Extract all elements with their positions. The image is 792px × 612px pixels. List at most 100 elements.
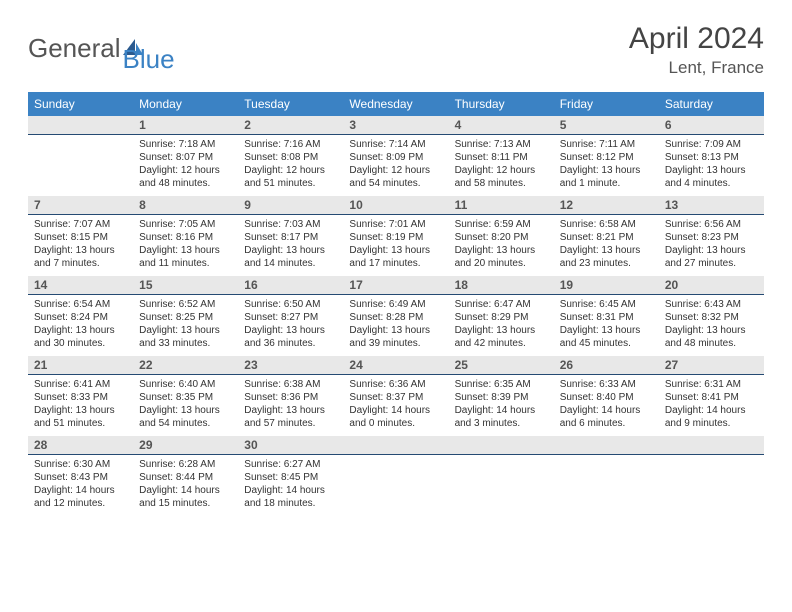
daylight-text: Daylight: 13 hours and 11 minutes.	[139, 244, 232, 270]
sunrise-text: Sunrise: 7:01 AM	[349, 218, 442, 231]
sunset-text: Sunset: 8:41 PM	[665, 391, 758, 404]
day-cell: Sunrise: 6:43 AMSunset: 8:32 PMDaylight:…	[659, 295, 764, 356]
date-number: 17	[343, 276, 448, 294]
location-label: Lent, France	[629, 58, 764, 78]
date-number	[554, 436, 659, 454]
day-cell: Sunrise: 6:49 AMSunset: 8:28 PMDaylight:…	[343, 295, 448, 356]
daylight-text: Daylight: 13 hours and 51 minutes.	[34, 404, 127, 430]
sunrise-text: Sunrise: 7:18 AM	[139, 138, 232, 151]
day-cell	[449, 455, 554, 516]
day-cell: Sunrise: 6:41 AMSunset: 8:33 PMDaylight:…	[28, 375, 133, 436]
sunrise-text: Sunrise: 6:36 AM	[349, 378, 442, 391]
week-row: Sunrise: 6:30 AMSunset: 8:43 PMDaylight:…	[28, 455, 764, 516]
sunrise-text: Sunrise: 6:56 AM	[665, 218, 758, 231]
sunset-text: Sunset: 8:32 PM	[665, 311, 758, 324]
date-number: 2	[238, 116, 343, 134]
brand-logo: General Blue	[28, 22, 175, 75]
day-header: Sunday	[28, 92, 133, 116]
date-number	[28, 116, 133, 134]
date-number-row: 282930	[28, 436, 764, 455]
sunrise-text: Sunrise: 6:41 AM	[34, 378, 127, 391]
date-number-row: 14151617181920	[28, 276, 764, 295]
daylight-text: Daylight: 14 hours and 0 minutes.	[349, 404, 442, 430]
sunset-text: Sunset: 8:31 PM	[560, 311, 653, 324]
date-number: 19	[554, 276, 659, 294]
sunrise-text: Sunrise: 6:28 AM	[139, 458, 232, 471]
sunrise-text: Sunrise: 7:07 AM	[34, 218, 127, 231]
day-cell: Sunrise: 6:35 AMSunset: 8:39 PMDaylight:…	[449, 375, 554, 436]
sunset-text: Sunset: 8:36 PM	[244, 391, 337, 404]
sunrise-text: Sunrise: 6:31 AM	[665, 378, 758, 391]
day-cell: Sunrise: 6:59 AMSunset: 8:20 PMDaylight:…	[449, 215, 554, 276]
daylight-text: Daylight: 13 hours and 42 minutes.	[455, 324, 548, 350]
sunset-text: Sunset: 8:11 PM	[455, 151, 548, 164]
sunrise-text: Sunrise: 7:11 AM	[560, 138, 653, 151]
day-headers-row: Sunday Monday Tuesday Wednesday Thursday…	[28, 92, 764, 116]
day-cell: Sunrise: 7:13 AMSunset: 8:11 PMDaylight:…	[449, 135, 554, 196]
date-number: 4	[449, 116, 554, 134]
sunrise-text: Sunrise: 6:54 AM	[34, 298, 127, 311]
day-cell: Sunrise: 6:36 AMSunset: 8:37 PMDaylight:…	[343, 375, 448, 436]
sunset-text: Sunset: 8:27 PM	[244, 311, 337, 324]
sunset-text: Sunset: 8:21 PM	[560, 231, 653, 244]
daylight-text: Daylight: 13 hours and 30 minutes.	[34, 324, 127, 350]
day-cell: Sunrise: 6:28 AMSunset: 8:44 PMDaylight:…	[133, 455, 238, 516]
sunset-text: Sunset: 8:17 PM	[244, 231, 337, 244]
day-cell: Sunrise: 7:03 AMSunset: 8:17 PMDaylight:…	[238, 215, 343, 276]
day-cell: Sunrise: 6:31 AMSunset: 8:41 PMDaylight:…	[659, 375, 764, 436]
date-number: 27	[659, 356, 764, 374]
daylight-text: Daylight: 13 hours and 45 minutes.	[560, 324, 653, 350]
day-cell: Sunrise: 7:11 AMSunset: 8:12 PMDaylight:…	[554, 135, 659, 196]
sunset-text: Sunset: 8:25 PM	[139, 311, 232, 324]
month-title: April 2024	[629, 22, 764, 56]
sunset-text: Sunset: 8:07 PM	[139, 151, 232, 164]
day-cell: Sunrise: 6:33 AMSunset: 8:40 PMDaylight:…	[554, 375, 659, 436]
daylight-text: Daylight: 14 hours and 15 minutes.	[139, 484, 232, 510]
sunset-text: Sunset: 8:19 PM	[349, 231, 442, 244]
date-number-row: 78910111213	[28, 196, 764, 215]
day-cell: Sunrise: 6:47 AMSunset: 8:29 PMDaylight:…	[449, 295, 554, 356]
sunrise-text: Sunrise: 6:47 AM	[455, 298, 548, 311]
daylight-text: Daylight: 14 hours and 18 minutes.	[244, 484, 337, 510]
daylight-text: Daylight: 14 hours and 6 minutes.	[560, 404, 653, 430]
daylight-text: Daylight: 13 hours and 48 minutes.	[665, 324, 758, 350]
date-number: 13	[659, 196, 764, 214]
daylight-text: Daylight: 12 hours and 58 minutes.	[455, 164, 548, 190]
brand-part1: General	[28, 33, 121, 63]
day-cell: Sunrise: 7:07 AMSunset: 8:15 PMDaylight:…	[28, 215, 133, 276]
date-number: 22	[133, 356, 238, 374]
date-number: 29	[133, 436, 238, 454]
date-number: 15	[133, 276, 238, 294]
daylight-text: Daylight: 12 hours and 51 minutes.	[244, 164, 337, 190]
daylight-text: Daylight: 14 hours and 9 minutes.	[665, 404, 758, 430]
date-number: 11	[449, 196, 554, 214]
day-cell: Sunrise: 6:40 AMSunset: 8:35 PMDaylight:…	[133, 375, 238, 436]
daylight-text: Daylight: 13 hours and 23 minutes.	[560, 244, 653, 270]
date-number: 16	[238, 276, 343, 294]
day-cell: Sunrise: 6:50 AMSunset: 8:27 PMDaylight:…	[238, 295, 343, 356]
sunset-text: Sunset: 8:15 PM	[34, 231, 127, 244]
sunset-text: Sunset: 8:24 PM	[34, 311, 127, 324]
date-number: 14	[28, 276, 133, 294]
sunrise-text: Sunrise: 7:16 AM	[244, 138, 337, 151]
sunset-text: Sunset: 8:44 PM	[139, 471, 232, 484]
date-number: 25	[449, 356, 554, 374]
date-number: 8	[133, 196, 238, 214]
day-header: Wednesday	[343, 92, 448, 116]
title-block: April 2024 Lent, France	[629, 22, 764, 78]
sunrise-text: Sunrise: 7:09 AM	[665, 138, 758, 151]
sunset-text: Sunset: 8:29 PM	[455, 311, 548, 324]
day-cell: Sunrise: 7:18 AMSunset: 8:07 PMDaylight:…	[133, 135, 238, 196]
date-number: 1	[133, 116, 238, 134]
date-number: 3	[343, 116, 448, 134]
daylight-text: Daylight: 13 hours and 54 minutes.	[139, 404, 232, 430]
sunrise-text: Sunrise: 7:13 AM	[455, 138, 548, 151]
sunset-text: Sunset: 8:16 PM	[139, 231, 232, 244]
day-header: Saturday	[659, 92, 764, 116]
daylight-text: Daylight: 13 hours and 7 minutes.	[34, 244, 127, 270]
date-number: 30	[238, 436, 343, 454]
sunset-text: Sunset: 8:28 PM	[349, 311, 442, 324]
daylight-text: Daylight: 13 hours and 36 minutes.	[244, 324, 337, 350]
sunrise-text: Sunrise: 6:33 AM	[560, 378, 653, 391]
week-row: Sunrise: 6:54 AMSunset: 8:24 PMDaylight:…	[28, 295, 764, 356]
